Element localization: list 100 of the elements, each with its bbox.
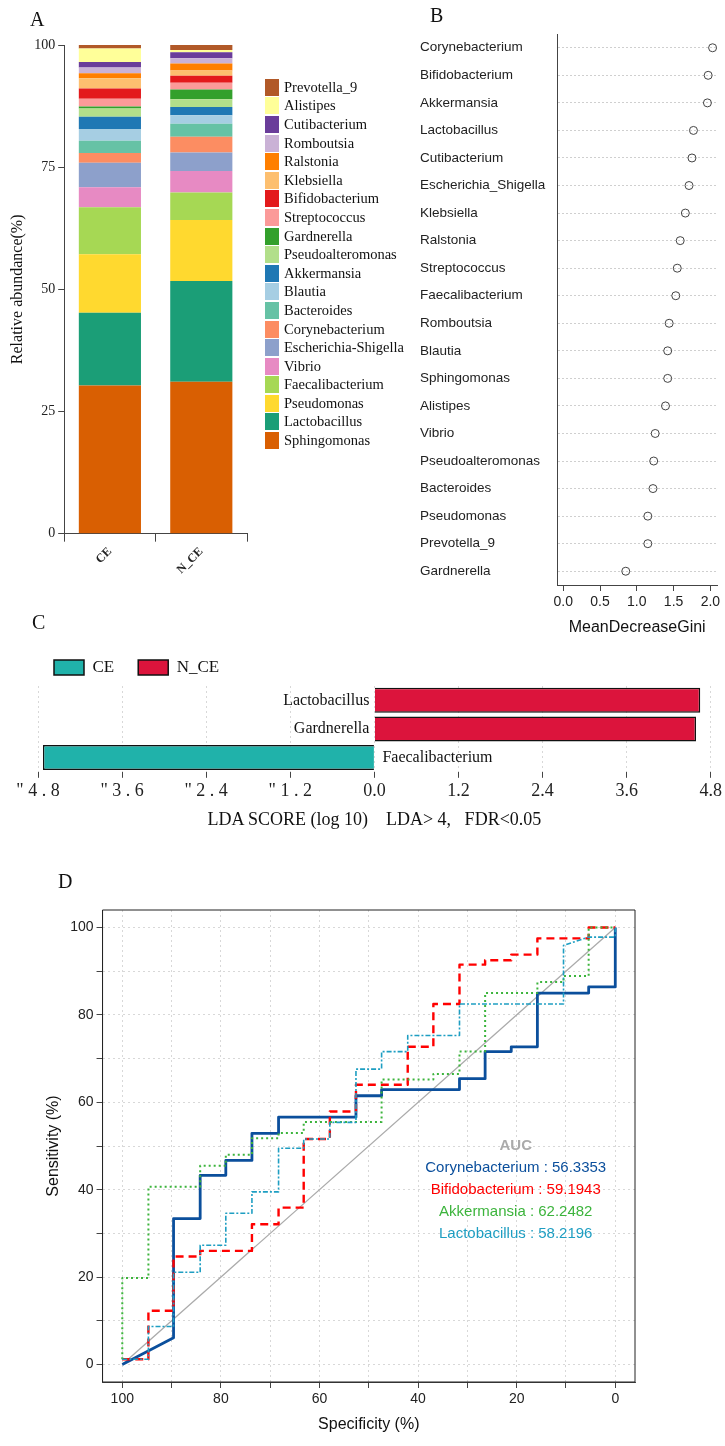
y-tick-label: 100: [34, 36, 56, 52]
point: [643, 539, 653, 549]
y-tick-label: Ralstonia: [420, 232, 477, 248]
point: [663, 373, 673, 383]
x-tick-label: 0: [611, 1390, 620, 1407]
y-tick-label: Corynebacterium: [420, 39, 523, 55]
y-tick-label: 40: [77, 1180, 94, 1197]
bar: [170, 136, 233, 153]
bar: [78, 162, 141, 188]
legend-label: N_CE: [176, 656, 220, 676]
bar: [78, 48, 141, 63]
bar: [78, 129, 141, 141]
x-tick-label: 1.2: [447, 780, 470, 801]
x-axis-title: MeanDecreaseGini: [568, 617, 706, 635]
y-tick-label: 100: [70, 918, 94, 935]
x-tick-label: " 2 . 4: [184, 780, 228, 801]
bar: [170, 171, 233, 193]
y-tick-label: 20: [77, 1267, 94, 1284]
y-tick-label: Vibrio: [420, 425, 455, 441]
bar: [170, 89, 233, 100]
point: [675, 236, 685, 246]
x-tick-label: 80: [213, 1390, 229, 1407]
point: [621, 566, 631, 576]
bar: [170, 52, 233, 59]
annotation: Akkermansia : 62.2482: [439, 1202, 593, 1220]
bar: [78, 67, 141, 74]
bar: [170, 58, 233, 64]
bar: [170, 381, 233, 534]
y-tick-label: Klebsiella: [420, 204, 479, 220]
legend-label: Escherichia-Shigella: [284, 339, 404, 357]
bar: [78, 108, 141, 117]
bar: [78, 140, 141, 153]
x-tick-label: 100: [110, 1390, 135, 1407]
y-tick-label: Escherichia_Shigella: [420, 177, 546, 193]
annotation: Bifidobacterium : 59.1943: [430, 1180, 601, 1198]
x-tick-label: " 3 . 6: [100, 780, 144, 801]
bar: [78, 187, 141, 208]
y-tick-label: 50: [41, 281, 56, 296]
y-axis-title: Sensitivity (%): [44, 1095, 62, 1197]
x-tick-label: 2.0: [700, 593, 721, 610]
point: [649, 456, 659, 466]
y-tick-label: Blautia: [420, 342, 462, 358]
y-tick-label: Pseudomonas: [420, 507, 507, 523]
bar: [78, 88, 141, 99]
y-tick-label: Faecalibacterium: [420, 287, 523, 303]
point: [708, 43, 717, 53]
bar: [78, 78, 141, 89]
legend-label: CE: [92, 656, 115, 676]
x-tick-label: 0.0: [363, 780, 386, 801]
chart-title: A: [30, 8, 45, 30]
bar: [170, 107, 233, 116]
bar: [78, 207, 141, 255]
y-tick-label: 25: [41, 403, 56, 419]
point: [688, 125, 698, 135]
y-axis-title: Relative abundance(%): [7, 214, 26, 365]
bar: [78, 152, 141, 163]
point: [663, 346, 673, 356]
point: [650, 428, 660, 438]
bar: [78, 62, 141, 68]
y-tick-label: 60: [77, 1093, 94, 1110]
bar: [78, 385, 141, 534]
y-tick-label: Faecalibacterium: [382, 747, 494, 765]
y-tick-label: Romboutsia: [420, 314, 493, 330]
bar: [170, 99, 233, 108]
y-tick-label: Bifidobacterium: [420, 67, 514, 83]
annotation: Corynebacterium : 56.3353: [425, 1158, 607, 1176]
y-tick-label: Akkermansia: [420, 94, 499, 110]
point: [702, 98, 712, 108]
chart-title: D: [58, 870, 73, 892]
y-tick-label: Alistipes: [420, 397, 471, 413]
x-tick-label: " 1 . 2: [268, 780, 312, 801]
x-tick-label: 4.8: [699, 780, 722, 801]
point: [643, 511, 653, 521]
y-tick-label: Bacteroides: [420, 480, 492, 496]
y-tick-label: 0: [48, 525, 56, 541]
bar: [170, 75, 233, 83]
bar: [170, 281, 233, 382]
x-tick-label: 0.5: [590, 593, 610, 610]
y-tick-label: 0: [85, 1355, 94, 1372]
bar: [170, 115, 233, 124]
chart-title: C: [32, 611, 46, 633]
x-axis-title: Specificity (%): [318, 1414, 420, 1432]
point: [672, 263, 682, 273]
bar: [78, 98, 141, 107]
y-tick-label: Prevotella_9: [420, 535, 496, 551]
bar: [78, 73, 141, 79]
x-tick-label: 2.4: [531, 780, 554, 801]
point: [648, 484, 658, 494]
point: [684, 181, 694, 191]
y-tick-label: Lactobacillus: [420, 122, 499, 138]
point: [687, 153, 697, 163]
y-tick-label: 80: [77, 1005, 94, 1022]
y-tick-label: Gardnerella: [420, 562, 492, 578]
bar: [170, 219, 233, 282]
x-tick-label: " 4 . 8: [16, 780, 60, 801]
x-tick-label: 0.0: [553, 593, 574, 610]
x-tick-label: 1.0: [627, 593, 647, 610]
bar: [170, 45, 233, 50]
bar: [78, 254, 141, 313]
annotation: Lactobacillus : 58.2196: [439, 1224, 593, 1242]
